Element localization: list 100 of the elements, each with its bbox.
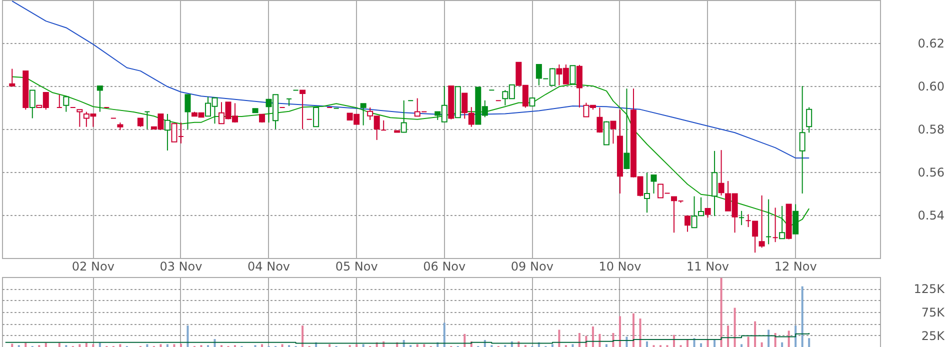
bar [632, 313, 634, 347]
candlestick [576, 64, 582, 108]
candlestick [650, 174, 657, 194]
bar [558, 330, 560, 347]
bar [727, 326, 730, 347]
bar [443, 322, 446, 347]
candlestick [684, 216, 691, 232]
x-tick-label: 06 Nov [423, 260, 466, 274]
bar [754, 321, 756, 347]
y-tick-label: 25K [921, 328, 946, 343]
bar [734, 308, 736, 347]
bar [58, 342, 60, 347]
bar [78, 344, 81, 347]
candlestick [380, 120, 387, 131]
x-tick-label: 12 Nov [774, 260, 817, 274]
x-tick-label: 10 Nov [598, 260, 642, 274]
bar [747, 336, 750, 347]
candlestick [462, 92, 468, 120]
bar [166, 344, 168, 347]
candlestick [603, 120, 610, 146]
bar [356, 344, 358, 347]
x-tick-label: 11 Nov [686, 260, 730, 274]
candlestick [286, 98, 292, 106]
y-tick-label: 0.56 [918, 166, 944, 180]
candlestick [56, 94, 62, 108]
candlestick [360, 103, 366, 126]
bar [173, 344, 176, 347]
candlestick [779, 205, 786, 240]
candlestick [766, 198, 772, 245]
y-tick-label: 125K [914, 282, 946, 296]
candlestick [758, 194, 765, 248]
candlestick [76, 109, 83, 128]
bar [700, 343, 702, 347]
candlestick [400, 100, 407, 134]
bar [572, 344, 574, 347]
candlestick [704, 208, 711, 218]
bar [598, 334, 601, 347]
bar [24, 342, 27, 347]
bar [98, 342, 101, 347]
candlestick [184, 94, 191, 130]
bar [740, 344, 743, 347]
candlestick [144, 111, 150, 130]
candlestick [806, 106, 812, 134]
bar [808, 338, 810, 347]
bar [551, 344, 554, 347]
y-tick-label: 0.62 [918, 36, 944, 50]
bar [774, 333, 776, 347]
bar [186, 326, 189, 347]
x-tick-label: 03 Nov [160, 260, 202, 274]
bar [416, 344, 418, 347]
x-tick-label: 02 Nov [72, 260, 114, 274]
bar [605, 344, 608, 347]
line-series [12, 76, 810, 228]
bar [261, 344, 264, 347]
bar [720, 278, 722, 347]
bar [760, 342, 763, 347]
bar [362, 344, 364, 347]
candlestick [718, 150, 724, 196]
candlestick [570, 65, 576, 84]
bar [673, 334, 676, 347]
candlestick [9, 68, 16, 86]
bar [146, 344, 148, 347]
bar [578, 333, 580, 347]
candlestick [799, 86, 806, 194]
candlestick [712, 150, 718, 217]
candlestick [738, 210, 745, 226]
bar [686, 340, 689, 347]
y-tick-label: 75K [921, 306, 946, 320]
bar [706, 340, 709, 347]
bar [44, 342, 47, 347]
x-tick-label: 09 Nov [510, 260, 554, 274]
candlestick [596, 107, 603, 134]
bar [618, 316, 621, 347]
bar [85, 342, 88, 347]
candlestick [468, 106, 474, 128]
bar [11, 344, 14, 347]
x-tick-label: 05 Nov [335, 260, 378, 274]
y-tick-label: 0.58 [918, 122, 944, 136]
bar [92, 344, 94, 347]
y-tick-label: 0.60 [918, 80, 944, 94]
bar [801, 286, 804, 347]
bar [464, 334, 466, 347]
bar [781, 342, 784, 347]
line-series [12, 0, 810, 159]
candlestick [300, 90, 306, 130]
candlestick [313, 107, 320, 128]
candlestick [644, 172, 650, 214]
bar [328, 344, 331, 347]
bar [119, 344, 122, 347]
bar [423, 344, 426, 347]
candlestick [610, 120, 616, 144]
bar [160, 344, 162, 347]
candlestick [63, 96, 70, 112]
bar [281, 344, 284, 347]
bar [788, 330, 790, 347]
bar [612, 333, 614, 347]
bar [592, 326, 594, 347]
candlestick [624, 88, 630, 170]
bar [639, 318, 642, 347]
candlestick [96, 86, 103, 112]
